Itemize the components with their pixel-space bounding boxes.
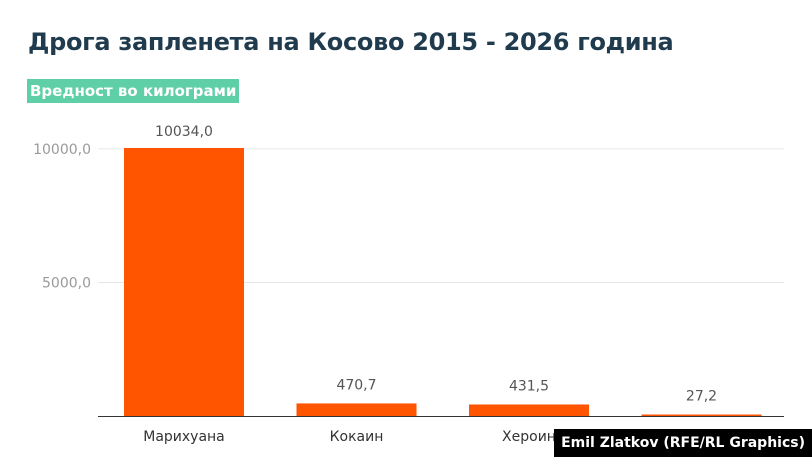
category-label-2: Хероин: [502, 429, 556, 445]
y-tick-label-0: 5000,0: [42, 275, 91, 291]
chart-title: Дрога запленета на Косово 2015 - 2026 го…: [28, 28, 674, 56]
bar-1: [296, 403, 417, 416]
category-label-0: Марихуана: [143, 429, 225, 445]
value-label-1: 470,7: [336, 377, 376, 393]
credit-badge: Emil Zlatkov (RFE/RL Graphics): [554, 429, 812, 457]
value-label-0: 10034,0: [155, 124, 213, 140]
value-label-2: 431,5: [509, 378, 549, 394]
chart-subtitle: Вредност во килограми: [27, 79, 240, 103]
bar-0: [124, 148, 244, 416]
bar-3: [641, 414, 762, 416]
y-tick-label-1: 10000,0: [33, 142, 91, 158]
labels: 5000,0 10000,0 10034,0 Марихуана 470,7 Кокаин…: [33, 124, 728, 445]
category-label-1: Кокаин: [330, 429, 384, 445]
bar-2: [469, 404, 589, 416]
bars: [98, 148, 784, 417]
value-label-3: 27,2: [686, 389, 717, 405]
